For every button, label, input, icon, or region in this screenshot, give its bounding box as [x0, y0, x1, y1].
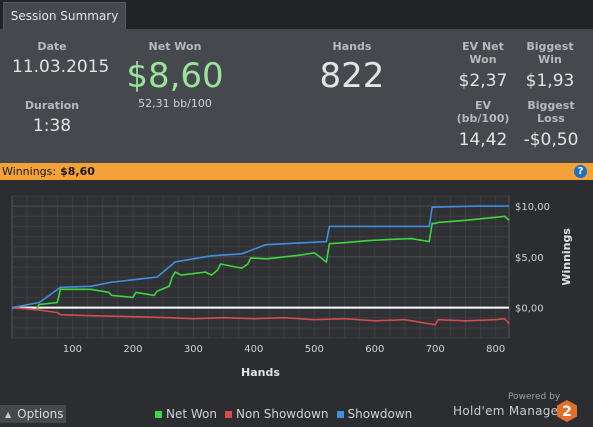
biggest-loss-label: Biggest Loss	[527, 99, 575, 125]
brand-name: Hold'em Manager	[453, 404, 564, 418]
series-line-showdown	[11, 205, 509, 309]
brand-num: 2	[562, 404, 572, 420]
winnings-chart-svg: 100 200 300 400 500 600 700 800 $10,00 $5,00 $0,00…	[11, 195, 573, 379]
options-button[interactable]: ▲ Options	[0, 405, 66, 423]
x-tick-label: 500	[305, 344, 324, 355]
legend-swatch-non-showdown	[225, 410, 232, 418]
ev-bb-stat: EV (bb/100) 14,42	[449, 99, 517, 150]
legend-label-showdown: Showdown	[347, 407, 413, 421]
duration-value: 1:38	[32, 116, 72, 136]
bb-per-100-value: 52,31 bb/100	[138, 97, 212, 110]
chevron-up-icon: ▲	[5, 409, 12, 419]
series-line-net-won	[11, 215, 510, 311]
hands-value: 822	[319, 56, 385, 96]
biggest-loss-value: -$0,50	[523, 130, 579, 150]
x-tick-label: 300	[184, 344, 203, 355]
tab-label: Session Summary	[10, 9, 119, 23]
net-won-stat: Net Won $8,60 52,31 bb/100	[120, 40, 230, 110]
legend-swatch-net-won	[155, 410, 162, 418]
x-tick-label: 400	[244, 344, 263, 355]
biggest-win-stat: Biggest Win $1,93	[518, 40, 582, 91]
x-tick-label: 800	[486, 344, 505, 355]
tab-bar: Session Summary	[0, 0, 593, 29]
duration-stat: Duration 1:38	[12, 99, 92, 136]
ev-net-won-stat: EV Net Won $2,37	[449, 40, 517, 91]
legend-swatch-showdown	[336, 410, 344, 418]
date-stat: Date 11.03.2015	[12, 40, 110, 77]
winnings-banner-value: $8,60	[60, 165, 95, 178]
powered-by-label: Powered by	[508, 392, 561, 402]
brand-logo: Powered by Hold'em Manager 2	[452, 392, 592, 423]
summary-panel: Date 11.03.2015 Duration 1:38 Net Won $8…	[0, 29, 593, 163]
chart-legend: Net Won Non Showdown Showdown	[155, 407, 420, 421]
x-tick-label: 600	[365, 344, 384, 355]
winnings-banner-label: Winnings:	[2, 165, 57, 178]
winnings-banner: Winnings: $8,60 ?	[0, 163, 593, 180]
date-value: 11.03.2015	[12, 57, 110, 77]
ev-bb-value: 14,42	[458, 130, 508, 150]
x-tick-label: 100	[63, 344, 82, 355]
legend-item-non-showdown[interactable]: Non Showdown	[225, 407, 329, 421]
x-axis-title: Hands	[241, 366, 280, 379]
y-tick-label: $0,00	[515, 304, 544, 315]
ev-net-won-value: $2,37	[458, 71, 508, 91]
legend-item-net-won[interactable]: Net Won	[155, 407, 217, 421]
y-tick-label: $5,00	[515, 253, 544, 264]
ev-net-won-label: EV Net Won	[462, 40, 504, 66]
biggest-win-label: Biggest Win	[526, 40, 574, 66]
legend-item-showdown[interactable]: Showdown	[336, 407, 413, 421]
x-tick-label: 200	[123, 344, 142, 355]
hands-stat: Hands 822	[312, 40, 392, 96]
help-icon[interactable]: ?	[574, 165, 587, 178]
biggest-loss-stat: Biggest Loss -$0,50	[514, 99, 588, 150]
series-line-non-showdown	[11, 306, 510, 326]
x-tick-label: 700	[426, 344, 445, 355]
bottom-bar: ▲ Options Net Won Non Showdown Showdown …	[0, 392, 593, 423]
legend-label-net-won: Net Won	[166, 407, 217, 421]
y-axis-title: Winnings	[560, 228, 573, 286]
legend-label-non-showdown: Non Showdown	[236, 407, 329, 421]
net-won-value: $8,60	[126, 56, 224, 96]
hands-label: Hands	[332, 40, 372, 53]
ev-bb-label: EV (bb/100)	[456, 99, 510, 125]
hem2-logo-icon: 2	[557, 400, 577, 422]
options-label: Options	[17, 407, 64, 421]
duration-label: Duration	[24, 99, 80, 112]
tab-session-summary[interactable]: Session Summary	[3, 2, 126, 29]
y-tick-label: $10,00	[515, 202, 550, 213]
date-label: Date	[37, 40, 67, 53]
net-won-label: Net Won	[148, 40, 202, 53]
biggest-win-value: $1,93	[525, 71, 575, 91]
winnings-chart: 100 200 300 400 500 600 700 800 $10,00 $5,00 $0,00…	[0, 180, 593, 423]
